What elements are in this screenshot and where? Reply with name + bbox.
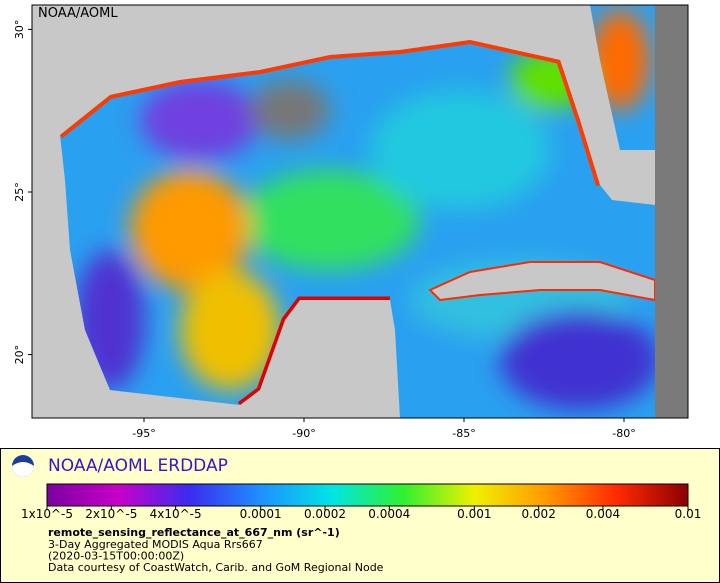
colorbar-tick-label: 4x10^-5 (150, 507, 202, 521)
axes: -95° -90° -85° -80° 20° 25° 30° (13, 20, 636, 440)
legend-line: (2020-03-15T00:00:00Z) (48, 550, 184, 563)
legend-line: Data courtesy of CoastWatch, Carib. and … (48, 561, 384, 574)
map-frame (31, 4, 689, 419)
colorbar (46, 483, 689, 507)
colorbar-tick-label: 0.001 (457, 507, 491, 521)
map-title: NOAA/AOML (38, 6, 118, 21)
colorbar-tick-label: 0.0002 (304, 507, 346, 521)
variable-name: remote_sensing_reflectance_at_667_nm (sr… (48, 526, 340, 539)
x-tick-label: -95° (132, 427, 155, 440)
x-tick-label: -80° (612, 427, 635, 440)
colorbar-tick-label: 0.01 (675, 507, 702, 521)
colorbar-tick-label: 1x10^-5 (21, 507, 73, 521)
x-tick-label: -85° (452, 427, 475, 440)
x-tick-label: -90° (292, 427, 315, 440)
noaa-logo-wave (12, 462, 34, 477)
colorbar-tick-label: 0.0001 (240, 507, 282, 521)
colorbar-tick-label: 0.0004 (368, 507, 410, 521)
colorbar-tick-label: 0.002 (521, 507, 555, 521)
colorbar-tick-label: 0.004 (586, 507, 620, 521)
no-data-strip (655, 5, 688, 418)
y-tick-label: 30° (13, 20, 26, 40)
legend-box (0, 448, 720, 583)
legend-title: NOAA/AOML ERDDAP (48, 456, 228, 476)
y-tick-label: 20° (13, 345, 26, 365)
legend-line: 3-Day Aggregated MODIS Aqua Rrs667 (48, 538, 263, 551)
colorbar-tick-label: 2x10^-5 (85, 507, 137, 521)
y-tick-label: 25° (13, 182, 26, 202)
